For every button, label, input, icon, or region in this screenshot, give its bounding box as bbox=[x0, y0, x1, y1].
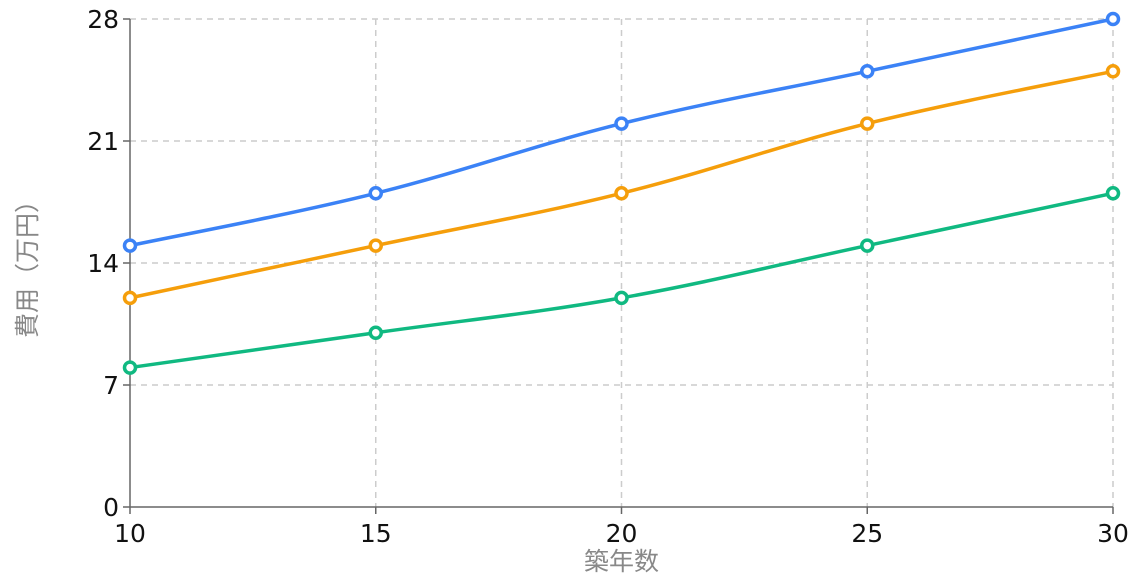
data-point[interactable] bbox=[368, 325, 383, 340]
x-tick-label: 15 bbox=[360, 519, 392, 548]
series-2 bbox=[122, 64, 1121, 306]
data-point[interactable] bbox=[1105, 186, 1121, 201]
series-3 bbox=[122, 186, 1121, 375]
data-point[interactable] bbox=[1105, 64, 1121, 79]
data-point[interactable] bbox=[122, 360, 138, 375]
series-1 bbox=[122, 11, 1121, 253]
y-tick-label: 21 bbox=[87, 127, 119, 156]
x-tick-label: 30 bbox=[1097, 519, 1129, 548]
axes: 0 7 14 21 28 10 15 20 25 30 bbox=[87, 5, 1129, 548]
data-point[interactable] bbox=[614, 116, 629, 131]
data-point[interactable] bbox=[614, 186, 629, 201]
data-point[interactable] bbox=[860, 238, 875, 253]
data-point[interactable] bbox=[122, 238, 138, 253]
data-point[interactable] bbox=[1105, 11, 1121, 27]
data-point[interactable] bbox=[368, 238, 383, 253]
y-tick-label: 28 bbox=[87, 5, 119, 34]
y-axis-title: 費用（万円） bbox=[13, 188, 42, 338]
y-tick-label: 14 bbox=[87, 249, 119, 278]
data-point[interactable] bbox=[614, 290, 629, 306]
data-point[interactable] bbox=[368, 186, 383, 201]
y-tick-label: 7 bbox=[103, 371, 119, 400]
x-tick-label: 25 bbox=[851, 519, 883, 548]
x-tick-label: 20 bbox=[606, 519, 638, 548]
grid bbox=[130, 18, 1114, 507]
data-point[interactable] bbox=[860, 64, 875, 79]
y-tick-label: 0 bbox=[103, 493, 119, 522]
data-point[interactable] bbox=[860, 116, 875, 131]
series bbox=[122, 11, 1121, 375]
x-tick-label: 10 bbox=[114, 519, 146, 548]
data-point[interactable] bbox=[122, 290, 138, 306]
x-axis-title: 築年数 bbox=[584, 547, 659, 576]
